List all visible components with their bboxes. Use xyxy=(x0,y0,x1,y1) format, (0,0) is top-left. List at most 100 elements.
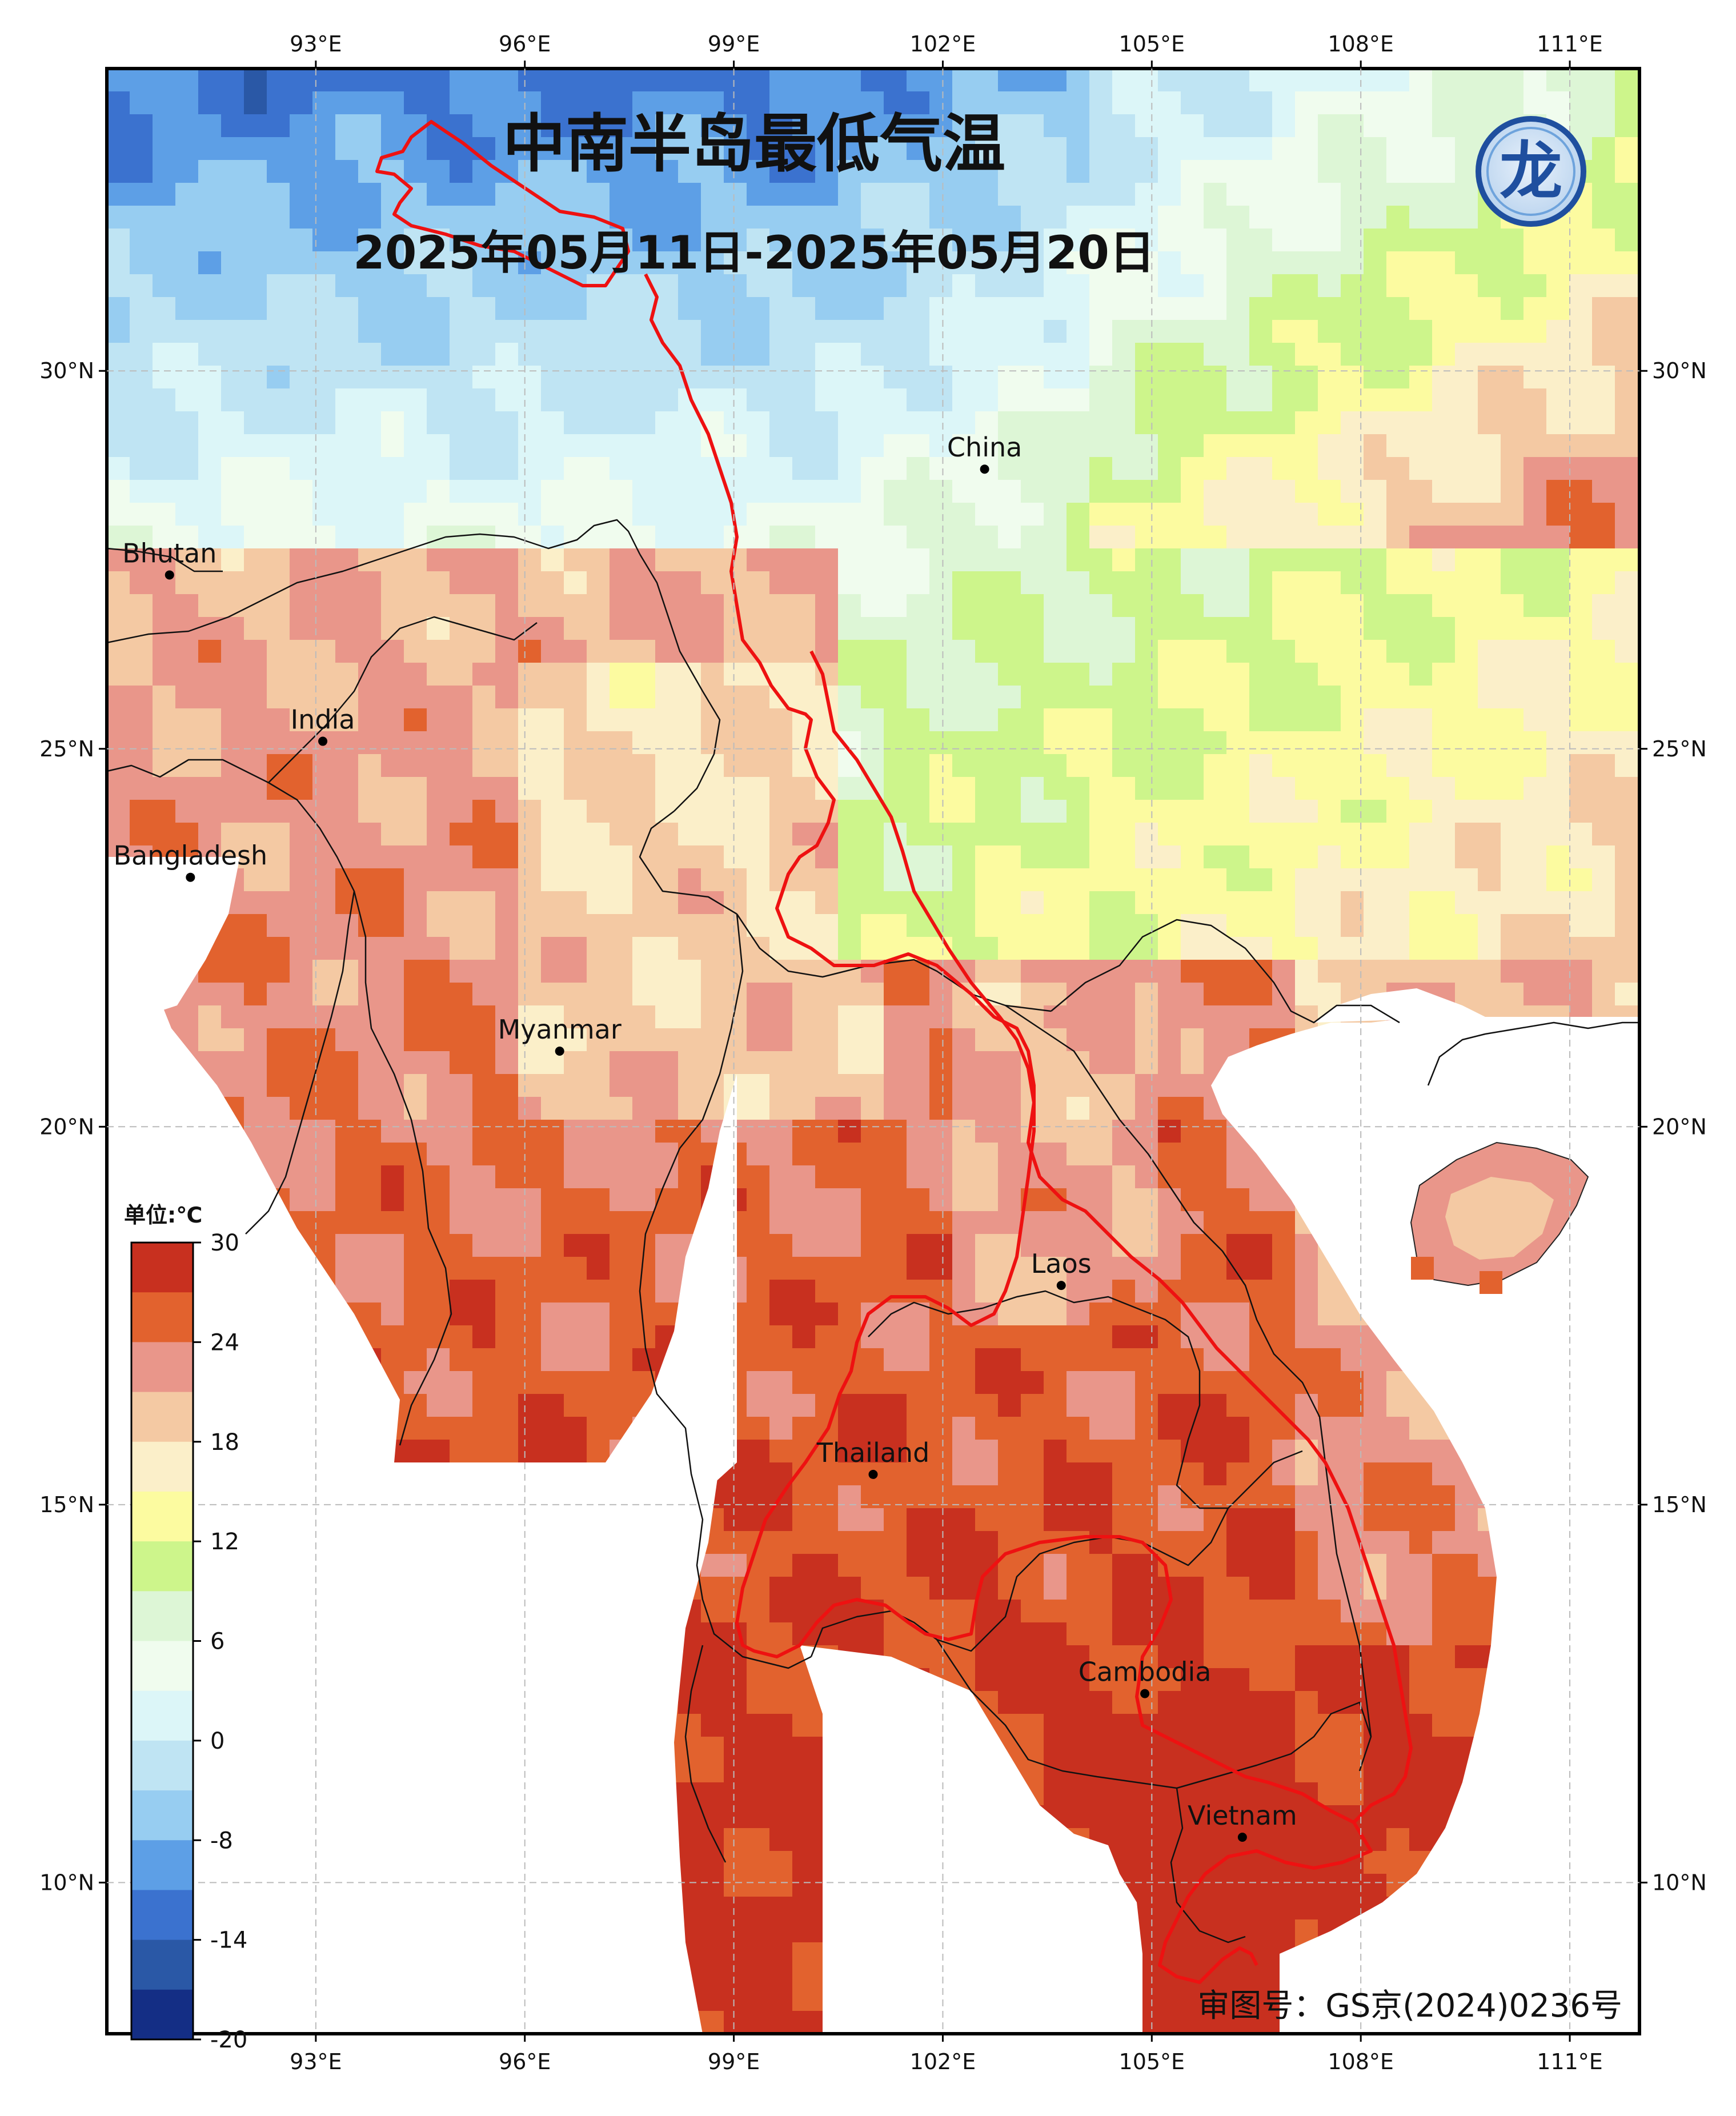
raster-cell xyxy=(335,1097,359,1120)
raster-cell xyxy=(472,1303,496,1326)
raster-cell xyxy=(1272,183,1296,206)
raster-cell xyxy=(1386,708,1410,732)
raster-cell xyxy=(564,1211,587,1235)
raster-cell xyxy=(929,594,953,618)
raster-cell xyxy=(1135,69,1158,92)
raster-cell xyxy=(1546,777,1570,800)
raster-cell xyxy=(724,1508,747,1532)
raster-cell xyxy=(769,297,793,320)
raster-cell xyxy=(747,937,770,960)
raster-cell xyxy=(1638,845,1639,869)
raster-cell xyxy=(815,731,839,755)
raster-cell xyxy=(1409,686,1433,709)
raster-cell xyxy=(267,1120,290,1143)
raster-cell xyxy=(1272,1508,1296,1532)
raster-cell xyxy=(838,366,861,389)
raster-cell xyxy=(404,503,427,526)
raster-cell xyxy=(404,1348,427,1372)
raster-cell xyxy=(404,1188,427,1212)
raster-cell xyxy=(404,1371,427,1394)
raster-cell xyxy=(769,1234,793,1257)
raster-cell xyxy=(1386,388,1410,412)
raster-cell xyxy=(404,960,427,983)
raster-cell xyxy=(404,891,427,915)
raster-cell xyxy=(587,343,610,366)
raster-cell xyxy=(1386,937,1410,960)
raster-cell xyxy=(381,914,404,937)
raster-cell xyxy=(153,229,176,252)
raster-cell xyxy=(518,571,542,595)
raster-cell xyxy=(267,183,290,206)
raster-cell xyxy=(290,457,313,480)
raster-cell xyxy=(1341,434,1364,458)
raster-cell xyxy=(1089,183,1113,206)
raster-cell xyxy=(1226,366,1250,389)
raster-cell xyxy=(610,617,633,640)
raster-cell xyxy=(1638,1554,1639,1577)
raster-cell xyxy=(998,708,1021,732)
raster-cell xyxy=(907,1554,930,1577)
raster-cell xyxy=(861,457,884,480)
raster-cell xyxy=(1249,640,1273,663)
raster-cell xyxy=(472,411,496,435)
raster-cell xyxy=(929,411,953,435)
raster-cell xyxy=(1386,206,1410,229)
raster-cell xyxy=(1432,617,1456,640)
raster-cell xyxy=(1249,434,1273,458)
raster-cell xyxy=(1021,183,1044,206)
raster-cell xyxy=(907,503,930,526)
raster-cell xyxy=(1226,800,1250,823)
raster-cell xyxy=(472,1417,496,1440)
raster-cell xyxy=(632,914,656,937)
raster-cell xyxy=(1044,617,1067,640)
raster-cell xyxy=(838,708,861,732)
raster-cell xyxy=(1089,571,1113,595)
raster-cell xyxy=(769,845,793,869)
raster-cell xyxy=(1204,1211,1227,1235)
raster-cell xyxy=(472,1257,496,1280)
raster-cell xyxy=(404,1005,427,1029)
raster-cell xyxy=(1341,229,1364,252)
raster-cell xyxy=(952,343,976,366)
raster-cell xyxy=(427,206,450,229)
raster-cell xyxy=(518,823,542,846)
raster-cell xyxy=(564,937,587,960)
raster-cell xyxy=(1204,137,1227,161)
raster-cell xyxy=(678,343,701,366)
raster-cell xyxy=(1455,411,1478,435)
raster-cell xyxy=(1226,1280,1250,1303)
raster-cell xyxy=(1386,160,1410,183)
raster-cell xyxy=(655,1303,679,1326)
raster-cell xyxy=(610,1097,633,1120)
raster-cell xyxy=(1501,960,1524,983)
raster-cell xyxy=(1295,1531,1318,1554)
raster-cell xyxy=(564,960,587,983)
raster-cell xyxy=(678,754,701,778)
raster-cell xyxy=(1615,708,1638,732)
raster-cell xyxy=(678,480,701,503)
raster-cell xyxy=(541,1440,564,1463)
raster-cell xyxy=(1135,617,1158,640)
raster-cell xyxy=(1249,571,1273,595)
raster-cell xyxy=(952,1531,976,1554)
raster-cell xyxy=(290,320,313,343)
raster-cell xyxy=(1226,1371,1250,1394)
raster-cell xyxy=(975,777,999,800)
raster-cell xyxy=(472,686,496,709)
raster-cell xyxy=(1249,320,1273,343)
raster-cell xyxy=(1226,845,1250,869)
raster-cell xyxy=(838,1028,861,1052)
raster-cell xyxy=(838,91,861,115)
raster-cell xyxy=(907,1645,930,1669)
raster-cell xyxy=(358,366,382,389)
raster-cell xyxy=(153,160,176,183)
raster-cell xyxy=(1158,503,1181,526)
raster-cell xyxy=(632,1097,656,1120)
raster-cell xyxy=(541,274,564,298)
raster-cell xyxy=(107,297,130,320)
raster-cell xyxy=(678,91,701,115)
raster-cell xyxy=(130,823,153,846)
raster-cell xyxy=(998,663,1021,686)
raster-cell xyxy=(358,800,382,823)
raster-cell xyxy=(1341,891,1364,915)
